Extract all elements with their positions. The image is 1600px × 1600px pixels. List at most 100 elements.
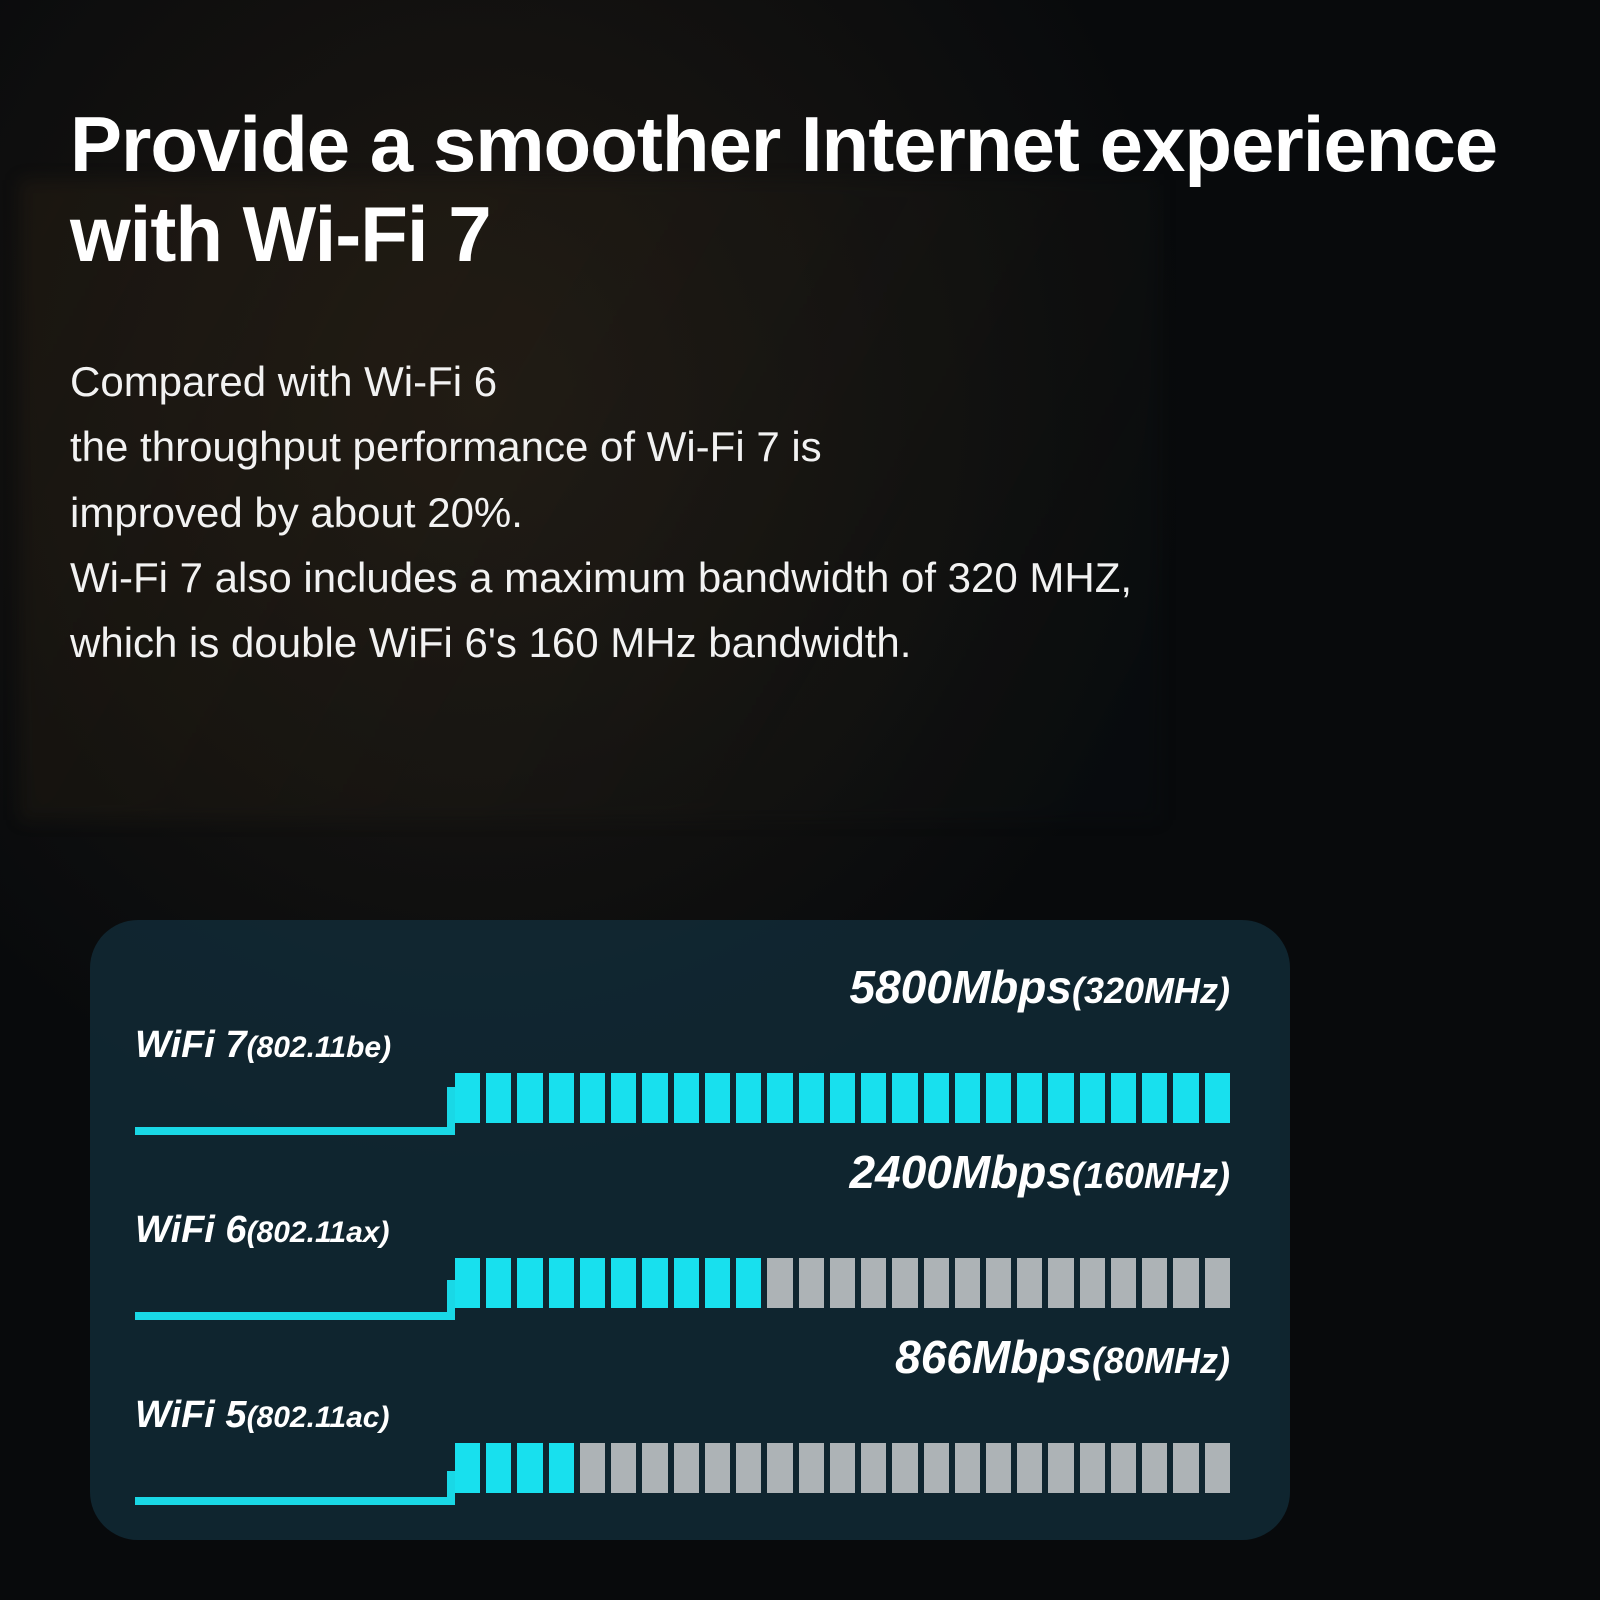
segment: [767, 1258, 792, 1308]
segment: [1048, 1258, 1073, 1308]
segment: [1173, 1443, 1198, 1493]
segment: [924, 1443, 949, 1493]
segment: [1142, 1258, 1167, 1308]
segment: [611, 1073, 636, 1123]
page-title: Provide a smoother Internet experience w…: [70, 100, 1530, 279]
segment: [486, 1258, 511, 1308]
segment: [986, 1073, 1011, 1123]
chart-row: 866Mbps(80MHz) WiFi 5(802.11ac): [135, 1330, 1245, 1505]
segment: [736, 1073, 761, 1123]
segment: [705, 1258, 730, 1308]
segment: [892, 1258, 917, 1308]
segment: [674, 1073, 699, 1123]
segment: [517, 1443, 542, 1493]
segment: [924, 1073, 949, 1123]
wifi-comparison-chart: 5800Mbps(320MHz) WiFi 7(802.11be) 2400Mbps…: [90, 920, 1290, 1540]
segment: [736, 1258, 761, 1308]
segment: [1080, 1258, 1105, 1308]
description-line: Compared with Wi-Fi 6: [70, 349, 1530, 414]
segment: [1080, 1073, 1105, 1123]
segment: [799, 1258, 824, 1308]
segment: [517, 1073, 542, 1123]
row-segments: [455, 1443, 1230, 1493]
segment: [705, 1073, 730, 1123]
segment: [1142, 1443, 1167, 1493]
segment: [861, 1443, 886, 1493]
segment: [1173, 1073, 1198, 1123]
description-line: Wi-Fi 7 also includes a maximum bandwidt…: [70, 545, 1530, 610]
segment: [549, 1073, 574, 1123]
segment: [736, 1443, 761, 1493]
row-tick: [447, 1087, 455, 1135]
chart-row: 5800Mbps(320MHz) WiFi 7(802.11be): [135, 960, 1245, 1135]
segment: [1173, 1258, 1198, 1308]
segment: [1142, 1073, 1167, 1123]
row-underline: [135, 1312, 455, 1320]
segment: [955, 1258, 980, 1308]
segment: [892, 1073, 917, 1123]
segment: [1048, 1443, 1073, 1493]
segment: [1205, 1258, 1230, 1308]
row-value: 2400Mbps(160MHz): [850, 1145, 1230, 1199]
segment: [580, 1443, 605, 1493]
segment: [1017, 1258, 1042, 1308]
segment: [892, 1443, 917, 1493]
segment: [924, 1258, 949, 1308]
segment: [830, 1073, 855, 1123]
description-line: which is double WiFi 6's 160 MHz bandwid…: [70, 610, 1530, 675]
segment: [799, 1443, 824, 1493]
row-label: WiFi 7(802.11be): [135, 1024, 391, 1067]
segment: [642, 1073, 667, 1123]
segment: [642, 1443, 667, 1493]
description-line: the throughput performance of Wi-Fi 7 is: [70, 414, 1530, 479]
segment: [486, 1073, 511, 1123]
row-track: [135, 1073, 1230, 1135]
segment: [580, 1258, 605, 1308]
segment: [549, 1443, 574, 1493]
segment: [986, 1258, 1011, 1308]
segment: [767, 1073, 792, 1123]
row-track: [135, 1443, 1230, 1505]
segment: [1048, 1073, 1073, 1123]
segment: [955, 1073, 980, 1123]
row-value: 866Mbps(80MHz): [895, 1330, 1230, 1384]
segment: [549, 1258, 574, 1308]
segment: [767, 1443, 792, 1493]
segment: [517, 1258, 542, 1308]
chart-row: 2400Mbps(160MHz) WiFi 6(802.11ax): [135, 1145, 1245, 1320]
segment: [830, 1443, 855, 1493]
description-line: improved by about 20%.: [70, 480, 1530, 545]
segment: [580, 1073, 605, 1123]
segment: [1017, 1443, 1042, 1493]
segment: [1111, 1258, 1136, 1308]
row-track: [135, 1258, 1230, 1320]
segment: [1205, 1443, 1230, 1493]
row-value: 5800Mbps(320MHz): [850, 960, 1230, 1014]
segment: [861, 1073, 886, 1123]
segment: [611, 1443, 636, 1493]
row-label: WiFi 6(802.11ax): [135, 1209, 389, 1252]
row-underline: [135, 1497, 455, 1505]
segment: [986, 1443, 1011, 1493]
segment: [674, 1258, 699, 1308]
description-block: Compared with Wi-Fi 6the throughput perf…: [70, 349, 1530, 674]
row-tick: [447, 1280, 455, 1320]
segment: [705, 1443, 730, 1493]
row-segments: [455, 1073, 1230, 1123]
segment: [1111, 1443, 1136, 1493]
segment: [611, 1258, 636, 1308]
row-tick: [447, 1471, 455, 1505]
segment: [955, 1443, 980, 1493]
segment: [455, 1073, 480, 1123]
segment: [486, 1443, 511, 1493]
segment: [642, 1258, 667, 1308]
segment: [799, 1073, 824, 1123]
segment: [830, 1258, 855, 1308]
segment: [674, 1443, 699, 1493]
segment: [1017, 1073, 1042, 1123]
segment: [1080, 1443, 1105, 1493]
segment: [455, 1258, 480, 1308]
row-label: WiFi 5(802.11ac): [135, 1394, 389, 1437]
segment: [861, 1258, 886, 1308]
row-underline: [135, 1127, 455, 1135]
